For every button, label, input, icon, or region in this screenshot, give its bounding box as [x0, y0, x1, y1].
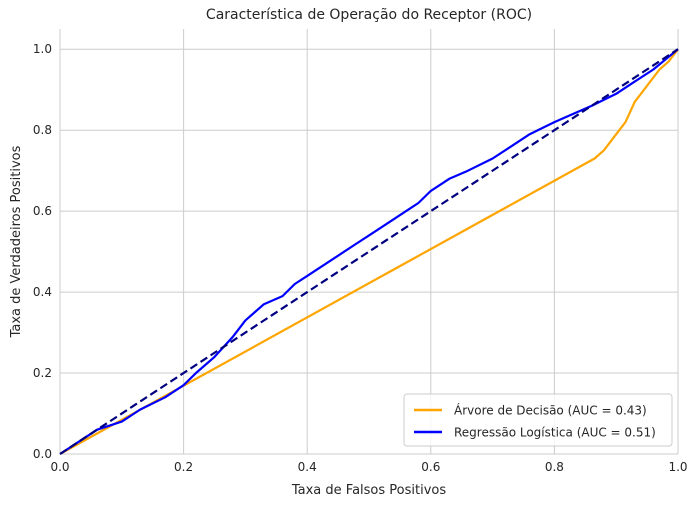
series-lines	[59, 48, 679, 455]
grid	[59, 29, 679, 455]
legend-box	[403, 393, 673, 447]
x-tick-label: 0.0	[50, 460, 69, 474]
x-tick-label: 0.2	[174, 460, 193, 474]
y-tick-label: 0.0	[33, 447, 52, 461]
legend-label-decision-tree: Árvore de Decisão (AUC = 0.43)	[454, 403, 647, 418]
y-tick-label: 0.4	[33, 285, 52, 299]
logistic-regression-line	[59, 48, 679, 455]
y-tick-label: 1.0	[33, 42, 52, 56]
decision-tree-line	[59, 48, 679, 455]
x-axis-label: Taxa de Falsos Positivos	[291, 483, 446, 498]
x-tick-label: 1.0	[668, 460, 687, 474]
y-tick-label: 0.2	[33, 366, 52, 380]
chance-diagonal-line	[59, 48, 679, 455]
y-tick-label: 0.6	[33, 204, 52, 218]
x-tick-label: 0.4	[298, 460, 317, 474]
legend-label-logistic-regression: Regressão Logística (AUC = 0.51)	[454, 426, 656, 440]
plot-area	[60, 29, 678, 454]
chart-title: Característica de Operação do Receptor (…	[206, 7, 532, 23]
x-tick-label: 0.8	[545, 460, 564, 474]
tick-labels: 0.0 0.2 0.4 0.6 0.8 1.0 0.0 0.2 0.4 0.6 0.8 1.0	[33, 42, 688, 474]
y-axis-label: Taxa de Verdadeiros Positivos	[9, 145, 24, 338]
x-tick-label: 0.6	[421, 460, 440, 474]
legend: Árvore de Decisão (AUC = 0.43) Regressão…	[403, 393, 673, 447]
y-tick-label: 0.8	[33, 123, 52, 137]
